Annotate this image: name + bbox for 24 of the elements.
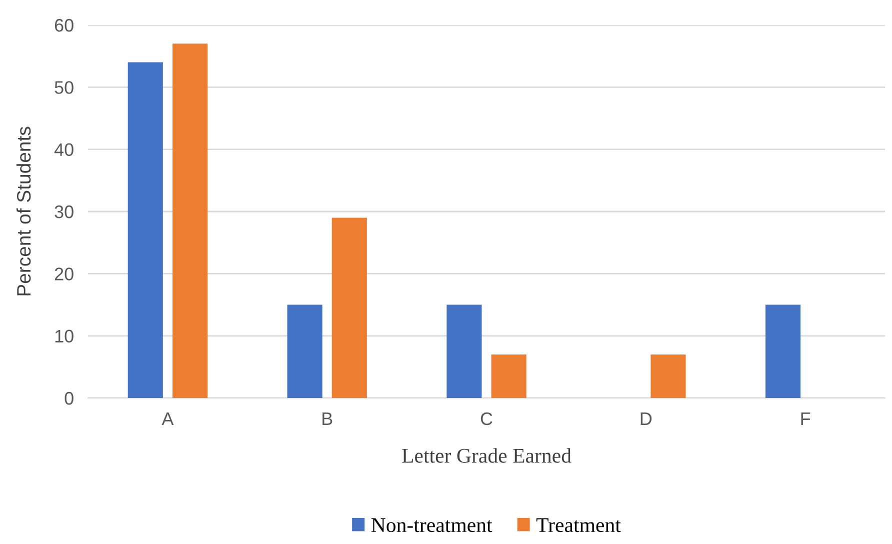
x-tick-label: C — [480, 412, 492, 426]
bar — [650, 354, 686, 398]
bar — [446, 304, 482, 398]
bar — [491, 354, 526, 398]
y-tick-label: 10 — [55, 330, 74, 343]
y-tick-label: 40 — [54, 143, 74, 156]
y-tick-label: 0 — [64, 392, 74, 405]
y-axis-title: Percent of Students — [16, 126, 31, 296]
legend-label: Non-treatment — [371, 518, 492, 532]
bar — [287, 304, 322, 398]
x-tick-label: B — [322, 412, 332, 425]
y-tick-label: 60 — [54, 18, 74, 32]
y-tick-label: 30 — [54, 205, 74, 218]
x-axis-title: Letter Grade Earned — [402, 448, 572, 463]
bar — [128, 62, 163, 398]
bar — [172, 44, 208, 398]
x-tick-label: A — [162, 412, 174, 425]
bar — [765, 304, 801, 398]
bar — [332, 218, 367, 398]
y-tick-label: 20 — [54, 268, 74, 280]
x-tick-label: D — [640, 412, 652, 425]
y-tick-label: 50 — [54, 81, 74, 94]
legend-label: Treatment — [536, 518, 621, 532]
x-tick-label: F — [801, 412, 810, 425]
